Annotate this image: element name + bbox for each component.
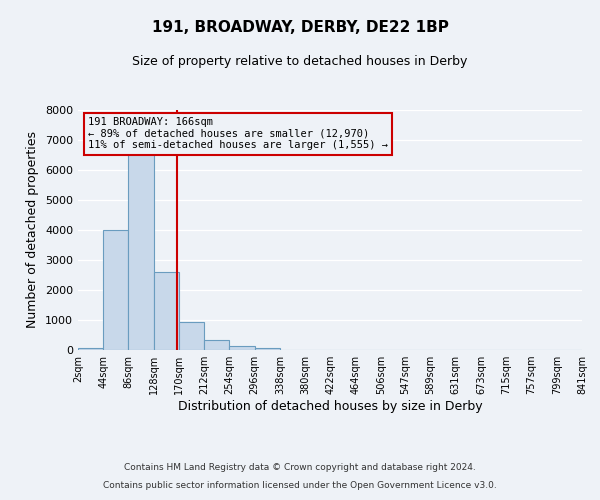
Bar xyxy=(254,348,280,350)
Bar xyxy=(78,348,103,350)
Bar xyxy=(229,346,254,350)
Text: 191 BROADWAY: 166sqm
← 89% of detached houses are smaller (12,970)
11% of semi-d: 191 BROADWAY: 166sqm ← 89% of detached h… xyxy=(88,117,388,150)
Bar xyxy=(154,272,179,350)
Text: Contains public sector information licensed under the Open Government Licence v3: Contains public sector information licen… xyxy=(103,481,497,490)
Bar xyxy=(204,340,229,350)
Bar xyxy=(103,230,128,350)
Bar xyxy=(128,152,154,350)
Text: Contains HM Land Registry data © Crown copyright and database right 2024.: Contains HM Land Registry data © Crown c… xyxy=(124,464,476,472)
Text: Size of property relative to detached houses in Derby: Size of property relative to detached ho… xyxy=(133,55,467,68)
X-axis label: Distribution of detached houses by size in Derby: Distribution of detached houses by size … xyxy=(178,400,482,413)
Y-axis label: Number of detached properties: Number of detached properties xyxy=(26,132,40,328)
Text: 191, BROADWAY, DERBY, DE22 1BP: 191, BROADWAY, DERBY, DE22 1BP xyxy=(152,20,448,35)
Bar xyxy=(179,322,204,350)
